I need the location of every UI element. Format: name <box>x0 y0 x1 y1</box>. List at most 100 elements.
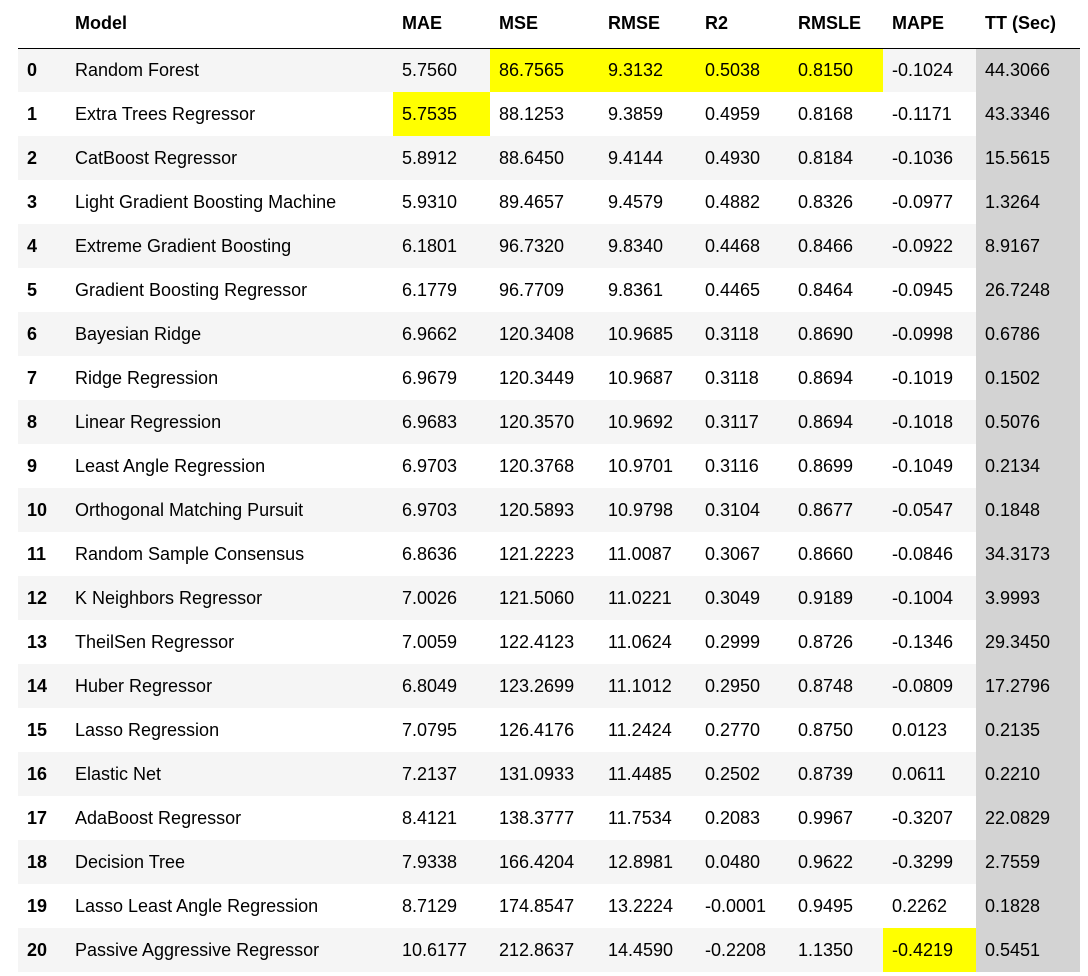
table-row: 19 Lasso Least Angle Regression 8.7129 174.… <box>18 884 1080 928</box>
mse-cell: 138.3777 <box>499 807 575 828</box>
rmse-cell: 9.4579 <box>608 191 664 212</box>
tt-cell: 0.6786 <box>976 312 1080 356</box>
table-row: 13 TheilSen Regressor 7.0059 122.4123 11.062… <box>18 620 1080 664</box>
mae-cell: 6.1801 <box>402 235 458 256</box>
mse-cell: 96.7709 <box>499 279 565 300</box>
r2-cell: 0.3116 <box>705 455 759 476</box>
r2-cell: 0.2502 <box>705 763 761 784</box>
r2-cell: 0.3067 <box>705 543 761 564</box>
tt-cell: 0.1848 <box>976 488 1080 532</box>
results-table-container: Model MAE MSE RMSE R2 RMSLE MAPE TT (Sec… <box>18 0 1080 972</box>
table-row: 9 Least Angle Regression 6.9703 120.3768 10.… <box>18 444 1080 488</box>
rmsle-cell: 0.8677 <box>798 499 854 520</box>
model-name: Huber Regressor <box>75 675 213 696</box>
mae-cell: 5.7535 <box>393 92 490 136</box>
r2-cell: 0.4468 <box>705 235 761 256</box>
rmse-cell: 11.2424 <box>608 719 672 740</box>
tt-cell: 34.3173 <box>976 532 1080 576</box>
model-name: Least Angle Regression <box>75 455 266 476</box>
rmsle-cell: 0.8150 <box>789 48 883 92</box>
rmse-cell: 11.4485 <box>608 763 672 784</box>
table-row: 5 Gradient Boosting Regressor 6.1779 96.770… <box>18 268 1080 312</box>
rmsle-cell: 0.8326 <box>798 191 854 212</box>
row-index: 3 <box>27 191 38 212</box>
rmsle-cell: 1.1350 <box>798 939 854 960</box>
tt-cell: 43.3346 <box>976 92 1080 136</box>
table-row: 1 Extra Trees Regressor 5.7535 88.1253 9.385… <box>18 92 1080 136</box>
mae-cell: 6.9679 <box>402 367 458 388</box>
row-index: 12 <box>27 587 48 608</box>
r2-cell: 0.2999 <box>705 631 761 652</box>
mae-cell: 5.8912 <box>402 147 458 168</box>
rmsle-cell: 0.9495 <box>798 895 854 916</box>
rmse-cell: 10.9692 <box>608 411 674 432</box>
header-mae: MAE <box>402 13 442 34</box>
model-name: Orthogonal Matching Pursuit <box>75 499 304 520</box>
row-index: 0 <box>27 59 38 80</box>
rmsle-cell: 0.8726 <box>798 631 854 652</box>
table-header-row: Model MAE MSE RMSE R2 RMSLE MAPE TT (Sec… <box>18 0 1080 48</box>
tt-cell: 29.3450 <box>976 620 1080 664</box>
mape-cell: -0.1018 <box>892 411 954 432</box>
model-name: CatBoost Regressor <box>75 147 238 168</box>
table-row: 12 K Neighbors Regressor 7.0026 121.5060 11.… <box>18 576 1080 620</box>
r2-cell: 0.4930 <box>705 147 761 168</box>
tt-cell: 1.3264 <box>976 180 1080 224</box>
r2-cell: 0.3104 <box>705 499 761 520</box>
mape-cell: -0.1036 <box>892 147 954 168</box>
r2-cell: -0.0001 <box>705 895 767 916</box>
mse-cell: 89.4657 <box>499 191 565 212</box>
r2-cell: 0.2770 <box>705 719 761 740</box>
mape-cell: -0.0547 <box>892 499 954 520</box>
table-row: 6 Bayesian Ridge 6.9662 120.3408 10.9685 0.31… <box>18 312 1080 356</box>
mape-cell: -0.0945 <box>892 279 954 300</box>
header-tt: TT (Sec) <box>985 13 1057 34</box>
rmsle-cell: 0.8690 <box>798 323 854 344</box>
row-index: 11 <box>27 543 47 564</box>
header-index <box>18 0 66 48</box>
rmsle-cell: 0.8694 <box>798 367 854 388</box>
rmsle-cell: 0.8184 <box>798 147 854 168</box>
mse-cell: 121.2223 <box>499 543 575 564</box>
mape-cell: -0.3299 <box>892 851 954 872</box>
tt-cell: 8.9167 <box>976 224 1080 268</box>
header-rmse: RMSE <box>608 13 661 34</box>
mape-cell: -0.0846 <box>892 543 954 564</box>
table-row: 8 Linear Regression 6.9683 120.3570 10.9692 0… <box>18 400 1080 444</box>
rmse-cell: 13.2224 <box>608 895 674 916</box>
rmsle-cell: 0.8464 <box>798 279 854 300</box>
table-row: 14 Huber Regressor 6.8049 123.2699 11.1012 0.… <box>18 664 1080 708</box>
row-index: 1 <box>27 103 38 124</box>
mae-cell: 6.8049 <box>402 675 458 696</box>
rmse-cell: 11.7534 <box>608 807 672 828</box>
tt-cell: 0.2210 <box>976 752 1080 796</box>
mse-cell: 120.3570 <box>499 411 575 432</box>
model-name: TheilSen Regressor <box>75 631 235 652</box>
row-index: 17 <box>27 807 48 828</box>
r2-cell: 0.3049 <box>705 587 761 608</box>
r2-cell: 0.4882 <box>705 191 761 212</box>
model-name: Passive Aggressive Regressor <box>75 939 320 960</box>
row-index: 19 <box>27 895 48 916</box>
mape-cell: -0.0998 <box>892 323 954 344</box>
mape-cell: 0.2262 <box>892 895 948 916</box>
rmsle-cell: 0.8466 <box>798 235 854 256</box>
table-row: 3 Light Gradient Boosting Machine 5.9310 89… <box>18 180 1080 224</box>
row-index: 2 <box>27 147 38 168</box>
header-model: Model <box>75 13 127 34</box>
model-name: Elastic Net <box>75 763 162 784</box>
row-index: 5 <box>27 279 38 300</box>
rmse-cell: 11.0087 <box>608 543 672 564</box>
mape-cell: -0.1171 <box>892 103 952 124</box>
header-r2: R2 <box>705 13 729 34</box>
mse-cell: 88.6450 <box>499 147 565 168</box>
mape-cell: -0.0809 <box>892 675 954 696</box>
rmsle-cell: 0.8699 <box>798 455 854 476</box>
header-rmsle: RMSLE <box>798 13 861 34</box>
model-name: Bayesian Ridge <box>75 323 202 344</box>
rmsle-cell: 0.8660 <box>798 543 854 564</box>
model-name: Linear Regression <box>75 411 222 432</box>
r2-cell: 0.5038 <box>696 48 789 92</box>
table-row: 2 CatBoost Regressor 5.8912 88.6450 9.4144 0.… <box>18 136 1080 180</box>
mape-cell: -0.0922 <box>892 235 954 256</box>
